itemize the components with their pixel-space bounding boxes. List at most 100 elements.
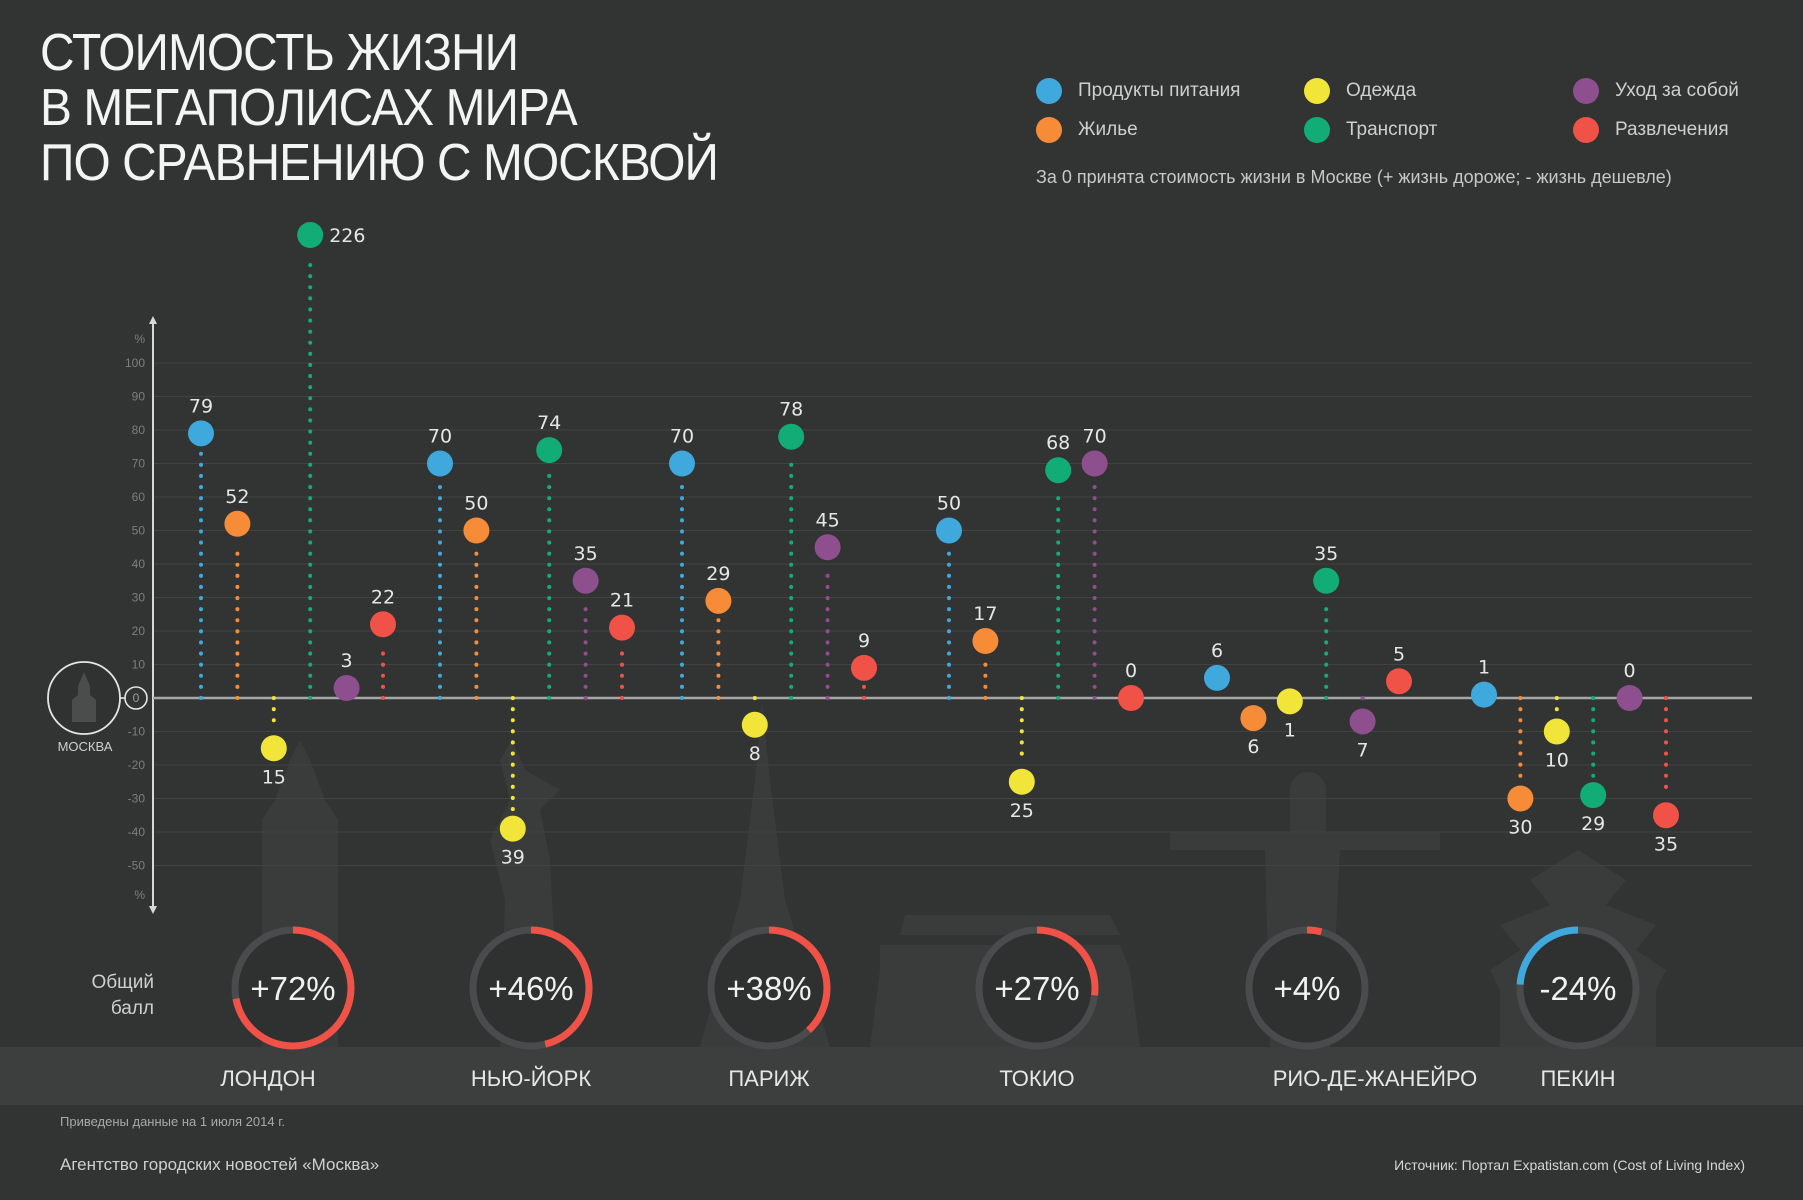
data-point [427, 450, 453, 477]
data-point [572, 567, 599, 594]
data-label: 25 [1010, 800, 1034, 822]
legend-label: Одежда [1346, 80, 1417, 101]
data-point [1276, 688, 1303, 715]
data-label: 226 [329, 225, 365, 247]
arrow-up-icon [149, 316, 157, 324]
y-axis: 0 [47, 316, 1752, 914]
y-tick-label: -30 [128, 792, 146, 806]
data-label: 39 [501, 847, 525, 869]
data-label: 52 [225, 486, 249, 508]
gauge-arc [469, 926, 593, 1050]
data-point [851, 654, 877, 681]
data-label: 3 [341, 650, 353, 672]
legend: Продукты питания Жилье Одежда Транспорт … [1036, 78, 1776, 158]
data-point [1118, 685, 1144, 711]
agency-credit: Агентство городских новостей «Москва» [60, 1155, 380, 1174]
data-point [1580, 782, 1607, 809]
overall-score-label: Общий балл [70, 970, 154, 1022]
data-point [260, 735, 287, 762]
y-tick-label: 20 [132, 624, 146, 638]
legend-dot-icon [1573, 78, 1599, 104]
legend-label: Развлечения [1615, 119, 1729, 140]
data-point [814, 534, 841, 561]
y-tick-label: 90 [132, 390, 146, 404]
legend-label: Жилье [1078, 119, 1138, 140]
city-band [0, 1047, 1803, 1105]
data-label: 35 [1654, 833, 1678, 855]
y-tick-label: 40 [132, 557, 146, 571]
data-point [1616, 685, 1643, 711]
data-point [536, 437, 563, 464]
data-label: 68 [1046, 432, 1070, 454]
y-tick-label: 30 [132, 591, 146, 605]
data-point [297, 222, 324, 248]
data-label: 0 [1624, 660, 1636, 682]
y-tick-label: 60 [132, 490, 146, 504]
y-tick-label: 100 [125, 356, 145, 370]
data-label: 78 [779, 399, 803, 421]
data-point [669, 450, 695, 477]
data-label: 21 [610, 590, 634, 612]
city-label: РИО-ДЕ-ЖАНЕЙРО [1272, 1066, 1478, 1091]
subtitle: За 0 принята стоимость жизни в Москве (+… [1036, 167, 1672, 187]
data-label: 35 [574, 543, 598, 565]
overall-score-value: +4% [1274, 970, 1341, 1007]
city-label: ЛОНДОН [220, 1066, 316, 1091]
data-label: 70 [428, 426, 452, 448]
kremlin-tower-icon [72, 672, 96, 722]
data-label: 1 [1478, 657, 1490, 679]
legend-item-clothing: Одежда [1304, 78, 1416, 104]
overall-score-value: -24% [1539, 970, 1616, 1007]
data-label: 17 [973, 603, 997, 625]
title-line-3: ПО СРАВНЕНИЮ С МОСКВОЙ [40, 134, 719, 192]
data-label: 29 [706, 563, 730, 585]
legend-dot-icon [1304, 78, 1330, 104]
stems [199, 252, 1668, 812]
gauges: +72% +46% +38% +27% +4% -24% [231, 926, 1640, 1050]
y-tick-label: 10 [132, 658, 146, 672]
y-unit-label-bottom: % [134, 888, 145, 902]
legend-label: Транспорт [1346, 119, 1438, 140]
title-line-2: В МЕГАПОЛИСАХ МИРА [40, 79, 578, 137]
overall-score-value: +38% [726, 970, 811, 1007]
data-label: 79 [189, 395, 213, 417]
data-label: 70 [670, 426, 694, 448]
data-point [1045, 457, 1072, 484]
gauge-arc [707, 926, 831, 1050]
data-point [972, 628, 999, 655]
data-point [188, 420, 214, 447]
overall-score-value: +72% [250, 970, 335, 1007]
legend-item-food: Продукты питания [1036, 78, 1240, 104]
data-point [609, 614, 635, 641]
data-date-note: Приведены данные на 1 июля 2014 г. [60, 1114, 285, 1129]
data-label: 5 [1393, 643, 1405, 665]
data-label: 35 [1314, 543, 1338, 565]
rio-landmark-icon [1170, 772, 1440, 1047]
y-tick-label: -40 [128, 825, 146, 839]
gauge-arc [975, 926, 1099, 1050]
y-tick-label: 70 [132, 457, 146, 471]
legend-dot-icon [1304, 117, 1330, 143]
legend-dot-icon [1036, 117, 1062, 143]
data-point [1386, 668, 1412, 695]
data-point [1471, 681, 1497, 708]
data-point [1081, 450, 1108, 477]
data-label: 45 [816, 509, 840, 531]
data-point [1653, 802, 1679, 829]
legend-item-personal-care: Уход за собой [1573, 78, 1739, 104]
data-point [1240, 705, 1267, 732]
legend-dot-icon [1573, 117, 1599, 143]
city-label: ПАРИЖ [728, 1066, 810, 1091]
y-tick-label: -50 [128, 859, 146, 873]
data-label: 7 [1357, 739, 1369, 761]
data-point [1543, 718, 1570, 745]
data-label: 74 [537, 412, 561, 434]
data-point [778, 423, 805, 450]
score-label-line-2: балл [110, 998, 154, 1019]
data-point [1313, 567, 1340, 594]
y-unit-label-top: % [134, 332, 145, 346]
data-label: 22 [371, 586, 395, 608]
data-point [741, 711, 768, 738]
